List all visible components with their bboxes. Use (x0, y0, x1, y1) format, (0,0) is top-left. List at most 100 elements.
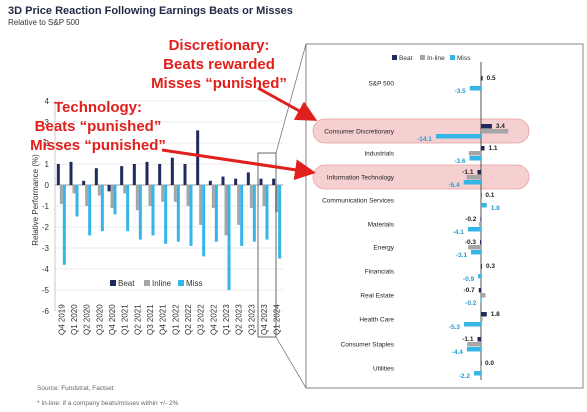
sector-miss-label: -3.6 (454, 158, 466, 165)
bar-miss-q4-2021 (164, 185, 168, 244)
bar-inline-q3-2023 (249, 185, 253, 209)
bar-miss-q1-2021 (126, 185, 130, 232)
sector-label: Industrials (364, 151, 394, 158)
bar-inline-q4-2023 (262, 185, 266, 206)
x-tick-label: Q2 2023 (235, 304, 244, 335)
sector-miss-label: -4.1 (453, 229, 465, 236)
y-tick-label: 4 (45, 97, 50, 106)
technology-callout-line-1: Technology: (53, 99, 143, 116)
sector-label: Consumer Discretionary (324, 129, 394, 136)
y-tick-label: -2 (42, 223, 50, 232)
sector-bar-in-line (468, 245, 481, 250)
bar-miss-q4-2023 (265, 185, 269, 240)
sector-bar-miss (481, 203, 487, 208)
bar-miss-q2-2022 (189, 185, 193, 246)
sector-beat-label: 1.8 (491, 311, 500, 318)
bar-beat-q1-2021 (120, 166, 124, 185)
bar-beat-q3-2021 (145, 161, 149, 185)
sector-bar-miss (469, 156, 481, 161)
sector-label: Real Estate (360, 293, 394, 300)
bar-miss-q4-2022 (214, 185, 218, 242)
bar-beat-q4-2019 (56, 164, 60, 185)
x-tick-label: Q2 2022 (184, 304, 193, 335)
sector-miss-label: -3.1 (456, 252, 468, 259)
sector-miss-label: -3.5 (455, 88, 467, 95)
sector-bar-in-line (481, 269, 482, 274)
bar-inline-q1-2022 (173, 185, 177, 202)
sector-label: Information Technology (327, 175, 395, 182)
bar-miss-q3-2020 (100, 185, 104, 232)
y-tick-label: -6 (42, 307, 50, 316)
sector-bar-miss (473, 371, 481, 376)
zoom-highlight-box (257, 152, 277, 338)
sector-beat-label: -0.2 (465, 216, 477, 223)
bar-inline-q4-2022 (211, 185, 215, 209)
bar-beat-q2-2022 (183, 164, 187, 185)
sector-label: Communication Services (322, 198, 395, 205)
bar-beat-q1-2023 (221, 176, 225, 185)
bar-inline-q4-2021 (161, 185, 165, 202)
inline-footnote: * In-line: if a company beats/misses wit… (37, 400, 179, 407)
sector-beat-label: -0.7 (464, 287, 476, 294)
x-tick-label: Q1 2022 (171, 304, 180, 335)
chart-subtitle: Relative to S&P 500 (8, 18, 80, 27)
discretionary-callout-line-1: Discretionary: (168, 37, 270, 54)
sector-legend-label-beat: Beat (399, 55, 413, 62)
technology-callout-line-2: Beats “punished” (34, 118, 162, 135)
sector-label: Consumer Staples (341, 342, 395, 349)
legend-swatch-miss (178, 280, 184, 286)
bar-miss-q1-2022 (176, 185, 180, 242)
y-tick-label: 2 (45, 139, 50, 148)
sector-bar-beat (481, 264, 482, 269)
bar-beat-q3-2023 (246, 172, 250, 185)
bar-beat-q4-2021 (158, 164, 162, 185)
x-tick-label: Q3 2020 (95, 304, 104, 335)
sector-beat-label: -1.1 (462, 336, 474, 343)
x-tick-label: Q1 2024 (273, 304, 282, 335)
discretionary-callout-line-2: Beats rewarded (163, 56, 275, 73)
sector-beat-label: -0.3 (465, 239, 477, 246)
x-tick-label: Q4 2023 (260, 304, 269, 335)
sector-bar-beat (481, 312, 487, 317)
bar-miss-q2-2020 (88, 185, 92, 236)
bar-beat-q4-2023 (259, 178, 263, 185)
sector-bar-beat (477, 170, 481, 175)
sector-miss-label: -0.9 (463, 276, 475, 283)
sector-legend-label-in-line: In-line (427, 55, 445, 62)
sector-bar-in-line (479, 222, 481, 227)
y-axis-title: Relative Performance (%) (31, 154, 40, 246)
sector-beat-label: 3.4 (496, 123, 505, 130)
bar-beat-q2-2020 (82, 180, 86, 185)
sector-panel-border (305, 43, 584, 389)
bar-inline-q4-2020 (110, 185, 114, 209)
x-tick-label: Q4 2020 (108, 304, 117, 335)
sector-bar-miss (463, 180, 481, 185)
y-tick-label: -1 (42, 202, 50, 211)
sector-beat-label: 0.3 (486, 263, 495, 270)
sector-legend-swatch-in-line (420, 55, 425, 60)
sector-bar-in-line (468, 151, 481, 156)
x-tick-label: Q1 2020 (70, 304, 79, 335)
bar-inline-q3-2021 (148, 185, 152, 206)
sector-beat-label: 0.5 (487, 75, 496, 82)
bar-miss-q1-2023 (227, 185, 231, 290)
sector-bar-in-line (467, 342, 481, 347)
sector-label: Energy (373, 245, 394, 252)
bar-inline-q3-2022 (199, 185, 203, 225)
bar-miss-q3-2021 (151, 185, 155, 236)
bar-beat-q1-2024 (272, 178, 276, 185)
technology-callout: Technology: Beats “punished” Misses “pun… (28, 98, 168, 155)
sector-bar-beat (481, 193, 482, 198)
sector-bar-beat (480, 240, 481, 245)
sector-bar-beat (478, 288, 481, 293)
sector-beat-label: 0.0 (485, 360, 494, 367)
bar-inline-q2-2020 (85, 185, 89, 206)
sector-miss-label: -4.4 (452, 349, 464, 356)
legend-label-miss: Miss (186, 279, 202, 288)
bar-miss-q1-2024 (278, 185, 282, 259)
legend-label-beat: Beat (118, 279, 135, 288)
x-tick-label: Q4 2019 (57, 304, 66, 335)
y-tick-label: 1 (45, 160, 50, 169)
y-tick-label: -5 (42, 286, 50, 295)
